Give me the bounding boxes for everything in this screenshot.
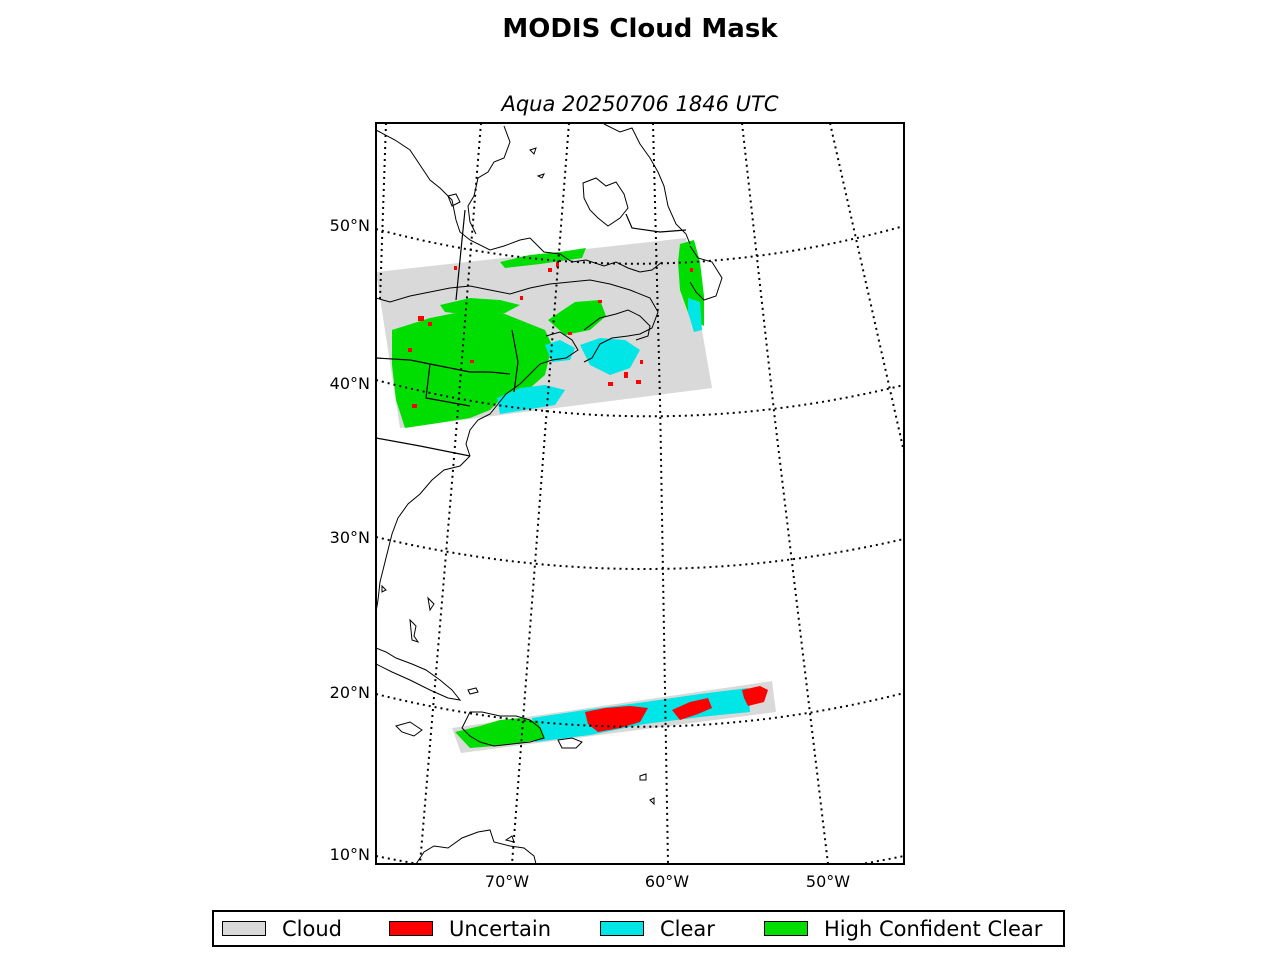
figure-title: MODIS Cloud Mask (502, 14, 778, 44)
legend-swatch-clear (600, 921, 644, 936)
legend-item-high-confident-clear: High Confident Clear (764, 912, 1042, 945)
legend-item-uncertain: Uncertain (389, 912, 551, 945)
southern-swath-uncertain-1 (585, 706, 648, 732)
southern-swath-uncertain-3 (742, 686, 768, 706)
map-frame (375, 122, 905, 865)
legend-label-high-confident-clear: High Confident Clear (824, 916, 1043, 941)
legend-swatch-cloud (222, 921, 266, 936)
northern-swath-high-confident-clear-3 (548, 300, 606, 335)
lat-label-50n: 50°N (329, 216, 370, 235)
lat-label-20n: 20°N (329, 683, 370, 702)
legend-swatch-uncertain (389, 921, 433, 936)
lat-label-40n: 40°N (329, 374, 370, 393)
lat-label-10n: 10°N (329, 845, 370, 864)
lon-label-70w: 70°W (484, 872, 530, 891)
graticule (376, 123, 904, 864)
northern-swath-high-confident-clear-2 (440, 298, 520, 315)
northern-swath-clear-4 (688, 298, 702, 332)
northern-swath-clear-2 (580, 338, 640, 375)
lat-label-30n: 30°N (329, 528, 370, 547)
lon-label-50w: 50°W (805, 872, 851, 891)
legend-item-clear: Clear (600, 912, 715, 945)
legend-label-clear: Clear (660, 916, 715, 941)
legend-label-cloud: Cloud (282, 916, 342, 941)
coastlines (376, 123, 723, 864)
figure-subtitle: Aqua 20250706 1846 UTC (501, 92, 779, 116)
northern-swath-uncertain-specks (408, 262, 693, 408)
lon-label-60w: 60°W (644, 872, 690, 891)
legend-label-uncertain: Uncertain (449, 916, 552, 941)
southern-swath-uncertain-2 (672, 698, 712, 720)
political-borders (376, 209, 687, 457)
legend-item-cloud: Cloud (222, 912, 342, 945)
northern-swath-high-confident-clear-4 (500, 248, 586, 268)
legend: Cloud Uncertain Clear High Confident Cle… (212, 910, 1065, 947)
legend-swatch-high-confident-clear (764, 921, 808, 936)
